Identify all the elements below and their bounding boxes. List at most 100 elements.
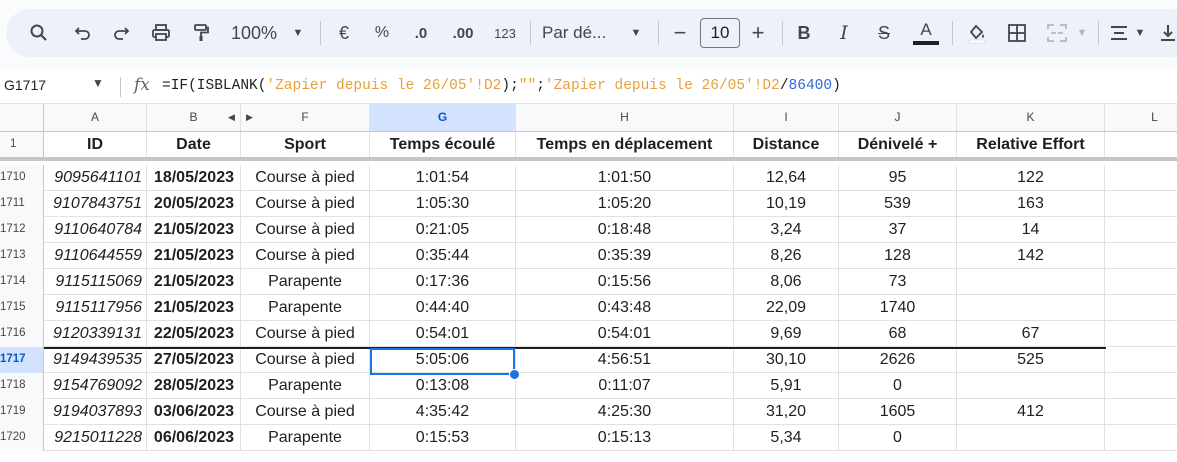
column-header-l[interactable]: L (1105, 104, 1177, 131)
table-cell[interactable]: 412 (957, 399, 1105, 425)
font-size-increase-button[interactable]: + (746, 9, 770, 57)
table-cell[interactable] (957, 269, 1105, 295)
table-cell[interactable]: 128 (839, 243, 957, 269)
percent-button[interactable]: % (370, 9, 394, 57)
table-cell[interactable] (957, 373, 1105, 399)
table-cell[interactable]: 30,10 (734, 347, 839, 373)
chevron-down-icon[interactable]: ▼ (630, 27, 642, 39)
table-cell[interactable]: Course à pied (241, 165, 370, 191)
table-cell[interactable]: 0:13:08 (370, 373, 516, 399)
table-cell[interactable]: 21/05/2023 (147, 269, 241, 295)
table-cell[interactable] (1105, 191, 1177, 217)
row-header[interactable]: 1714 (0, 269, 44, 295)
text-color-button[interactable]: A (910, 9, 942, 57)
table-cell[interactable]: 4:25:30 (516, 399, 734, 425)
row-header[interactable]: 1716 (0, 321, 44, 347)
table-cell[interactable] (1105, 243, 1177, 269)
table-cell[interactable] (1105, 165, 1177, 191)
table-cell[interactable]: 3,24 (734, 217, 839, 243)
chevron-down-icon[interactable]: ▼ (292, 27, 304, 39)
table-cell[interactable]: 0:35:39 (516, 243, 734, 269)
number-format-button[interactable]: 123 (490, 9, 520, 57)
table-cell[interactable]: 0:44:40 (370, 295, 516, 321)
table-cell[interactable]: 28/05/2023 (147, 373, 241, 399)
table-cell[interactable]: Parapente (241, 269, 370, 295)
table-cell[interactable] (1105, 399, 1177, 425)
table-cell[interactable]: 95 (839, 165, 957, 191)
row-header[interactable]: 1715 (0, 295, 44, 321)
table-cell[interactable]: 9110640784 (44, 217, 147, 243)
table-cell[interactable]: 06/06/2023 (147, 425, 241, 451)
table-cell[interactable]: 9194037893 (44, 399, 147, 425)
table-cell[interactable] (1105, 217, 1177, 243)
table-cell[interactable]: 539 (839, 191, 957, 217)
table-cell[interactable]: 9110644559 (44, 243, 147, 269)
row-header[interactable]: 1719 (0, 399, 44, 425)
table-cell[interactable]: 22,09 (734, 295, 839, 321)
table-cell[interactable]: 14 (957, 217, 1105, 243)
table-cell[interactable] (957, 295, 1105, 321)
borders-icon[interactable] (1002, 9, 1032, 57)
table-cell[interactable] (1105, 321, 1177, 347)
table-cell[interactable]: 20/05/2023 (147, 191, 241, 217)
table-cell[interactable]: 0 (839, 373, 957, 399)
table-cell[interactable]: 1605 (839, 399, 957, 425)
table-cell[interactable]: 9095641101 (44, 165, 147, 191)
table-cell[interactable]: 0 (839, 425, 957, 451)
merge-cells-icon[interactable] (1042, 9, 1072, 57)
chevron-down-icon[interactable]: ▼ (1076, 27, 1088, 39)
table-cell[interactable]: 22/05/2023 (147, 321, 241, 347)
table-cell[interactable]: 67 (957, 321, 1105, 347)
table-cell[interactable]: 1:05:20 (516, 191, 734, 217)
table-cell[interactable]: 9115117956 (44, 295, 147, 321)
table-cell[interactable]: 1:01:50 (516, 165, 734, 191)
table-cell[interactable]: 0:15:13 (516, 425, 734, 451)
table-cell[interactable]: 73 (839, 269, 957, 295)
search-icon[interactable] (24, 9, 54, 57)
column-title[interactable]: Date (147, 132, 241, 158)
chevron-down-icon[interactable]: ▼ (1134, 27, 1146, 39)
column-header-h[interactable]: H (516, 104, 734, 131)
italic-button[interactable]: I (832, 9, 856, 57)
table-cell[interactable]: 9215011228 (44, 425, 147, 451)
redo-icon[interactable] (106, 9, 136, 57)
table-cell[interactable]: 9154769092 (44, 373, 147, 399)
table-cell[interactable]: 21/05/2023 (147, 243, 241, 269)
table-cell[interactable]: 03/06/2023 (147, 399, 241, 425)
paint-format-icon[interactable] (186, 9, 216, 57)
table-cell[interactable]: 1:01:54 (370, 165, 516, 191)
row-header[interactable]: 1 (0, 132, 44, 158)
table-cell[interactable]: 4:35:42 (370, 399, 516, 425)
unhide-left-arrow-icon[interactable]: ◀ (228, 112, 235, 122)
table-cell[interactable]: 37 (839, 217, 957, 243)
freeze-divider[interactable] (0, 157, 1177, 161)
table-cell[interactable]: 0:15:53 (370, 425, 516, 451)
column-header-a[interactable]: A (44, 104, 147, 131)
column-header-i[interactable]: I (734, 104, 839, 131)
formula-input[interactable]: =IF(ISBLANK('Zapier depuis le 26/05'!D2)… (162, 78, 841, 94)
table-cell[interactable]: 122 (957, 165, 1105, 191)
table-cell[interactable]: Course à pied (241, 321, 370, 347)
name-box[interactable]: G1717 (4, 77, 47, 93)
table-cell[interactable]: 0:17:36 (370, 269, 516, 295)
increase-decimal-button[interactable]: .00 (448, 9, 478, 57)
column-header-b[interactable]: B (147, 104, 241, 131)
table-cell[interactable]: Parapente (241, 373, 370, 399)
undo-icon[interactable] (68, 9, 98, 57)
fill-color-icon[interactable] (962, 9, 992, 57)
table-cell[interactable] (1105, 132, 1177, 158)
table-cell[interactable] (1105, 295, 1177, 321)
table-cell[interactable]: 31,20 (734, 399, 839, 425)
table-cell[interactable]: 0:35:44 (370, 243, 516, 269)
row-header[interactable]: 1710 (0, 165, 44, 191)
column-title[interactable]: Dénivelé + (839, 132, 957, 158)
column-title[interactable]: Temps en déplacement (516, 132, 734, 158)
table-cell[interactable]: 9,69 (734, 321, 839, 347)
row-header[interactable]: 1717 (0, 347, 44, 373)
table-cell[interactable]: 5,34 (734, 425, 839, 451)
table-cell[interactable]: 0:54:01 (370, 321, 516, 347)
table-cell[interactable]: Parapente (241, 295, 370, 321)
table-cell[interactable]: 4:56:51 (516, 347, 734, 373)
column-header-f[interactable]: F (241, 104, 370, 131)
row-header[interactable]: 1712 (0, 217, 44, 243)
